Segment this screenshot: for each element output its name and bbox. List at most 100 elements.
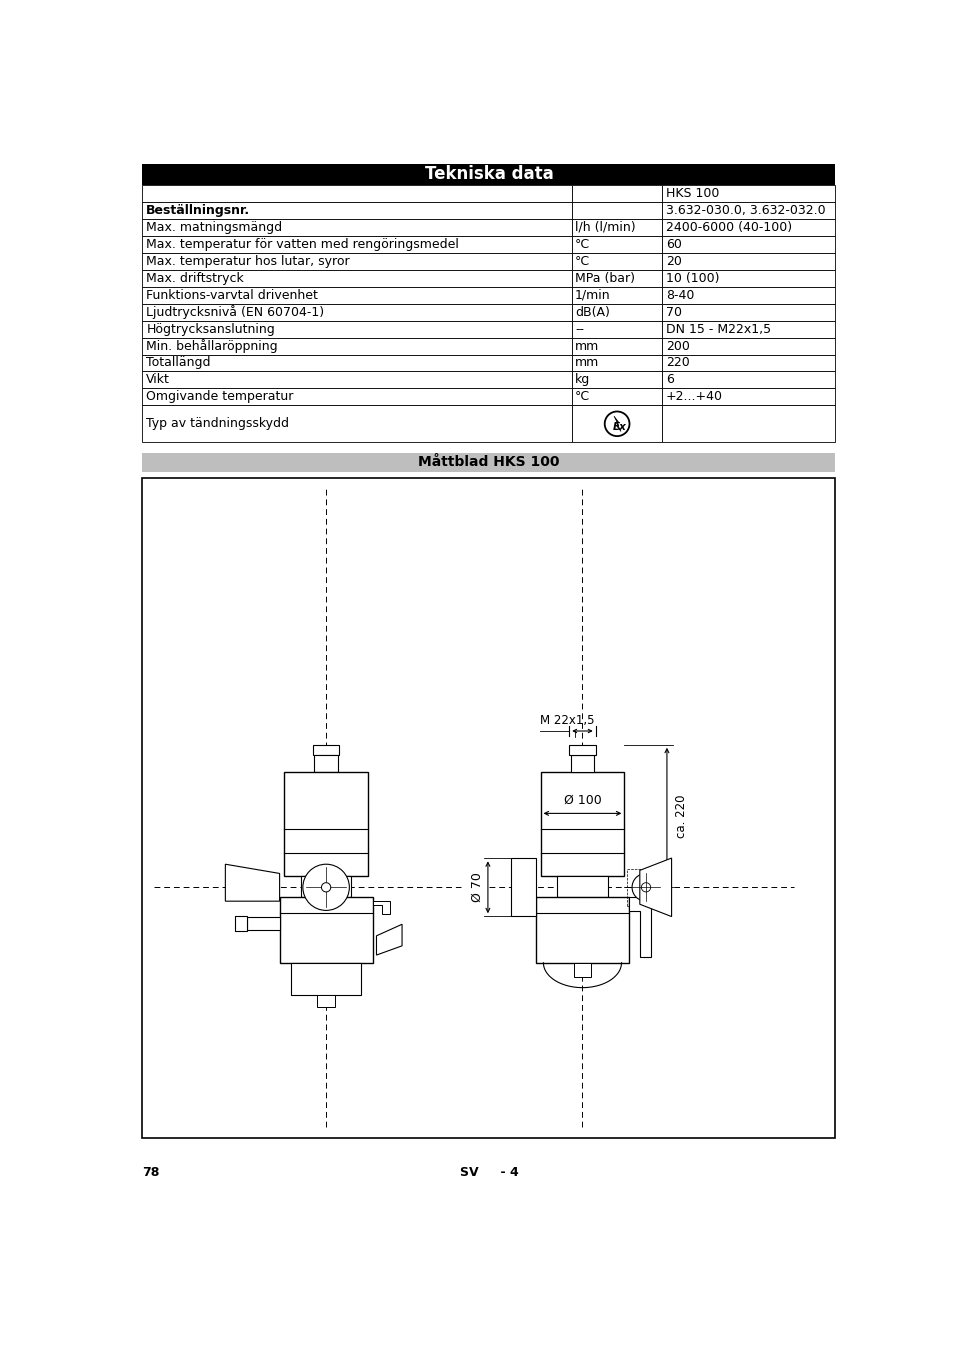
Text: °C: °C (575, 390, 590, 404)
Bar (569, 745, 595, 755)
Bar (540, 772, 623, 876)
Text: --: -- (575, 323, 583, 336)
Bar (661, 202, 835, 219)
Bar (279, 898, 373, 963)
Bar (247, 917, 279, 930)
Bar (572, 405, 661, 443)
Text: kg: kg (575, 374, 590, 386)
Bar (572, 219, 661, 236)
Text: Max. driftstryck: Max. driftstryck (146, 271, 244, 285)
Text: 60: 60 (665, 238, 681, 251)
Bar (142, 304, 572, 320)
Bar (142, 371, 572, 389)
Bar (572, 320, 661, 338)
Bar (572, 202, 661, 219)
Bar (511, 859, 536, 917)
Bar (572, 304, 661, 320)
Bar (536, 898, 628, 963)
Text: °C: °C (575, 255, 590, 267)
Bar (234, 915, 247, 931)
Bar (314, 755, 337, 772)
Text: Beställningsnr.: Beställningsnr. (146, 204, 251, 217)
Circle shape (640, 883, 650, 892)
Bar (572, 389, 661, 405)
Text: 70: 70 (665, 305, 681, 319)
Text: 6: 6 (665, 374, 673, 386)
Polygon shape (376, 925, 401, 954)
Text: l/h (l/min): l/h (l/min) (575, 221, 635, 234)
Text: Min. behållaröppning: Min. behållaröppning (146, 339, 277, 352)
Polygon shape (628, 898, 650, 957)
Bar (661, 270, 835, 286)
Bar (661, 252, 835, 270)
Text: HKS 100: HKS 100 (665, 188, 719, 200)
Text: Max. temperatur hos lutar, syror: Max. temperatur hos lutar, syror (146, 255, 350, 267)
Text: 10 (100): 10 (100) (665, 271, 719, 285)
Text: +2...+40: +2...+40 (665, 390, 722, 404)
Bar (661, 304, 835, 320)
Text: 200: 200 (665, 340, 689, 352)
Bar (291, 963, 361, 995)
Bar (572, 252, 661, 270)
Bar (661, 371, 835, 389)
Bar (627, 869, 664, 906)
Text: Ø 70: Ø 70 (470, 872, 483, 902)
Bar (142, 270, 572, 286)
Polygon shape (614, 416, 620, 432)
Bar (142, 478, 835, 1138)
Text: 20: 20 (665, 255, 681, 267)
Text: Max. temperatur för vatten med rengöringsmedel: Max. temperatur för vatten med rengöring… (146, 238, 458, 251)
Bar (572, 286, 661, 304)
Bar (142, 185, 572, 202)
Text: 8-40: 8-40 (665, 289, 694, 301)
Bar (142, 405, 572, 443)
Bar (661, 338, 835, 355)
Circle shape (632, 873, 659, 902)
Bar (142, 389, 572, 405)
Text: 2400-6000 (40-100): 2400-6000 (40-100) (665, 221, 791, 234)
Bar (572, 355, 661, 371)
Bar (572, 338, 661, 355)
Text: SV     - 4: SV - 4 (459, 1166, 517, 1179)
Text: Ex: Ex (612, 423, 626, 432)
Text: Omgivande temperatur: Omgivande temperatur (146, 390, 294, 404)
Bar (284, 772, 368, 876)
Bar (142, 355, 572, 371)
Bar (661, 389, 835, 405)
Polygon shape (373, 902, 389, 914)
Text: MPa (bar): MPa (bar) (575, 271, 635, 285)
Text: Totallängd: Totallängd (146, 356, 211, 370)
Bar (661, 405, 835, 443)
Bar (316, 995, 335, 1007)
Text: Måttblad HKS 100: Måttblad HKS 100 (417, 455, 559, 470)
Bar (661, 286, 835, 304)
Text: 1/min: 1/min (575, 289, 610, 301)
Text: mm: mm (575, 356, 598, 370)
Bar (142, 320, 572, 338)
Bar (572, 371, 661, 389)
Text: Ljudtrycksnivå (EN 60704-1): Ljudtrycksnivå (EN 60704-1) (146, 305, 324, 319)
Text: 78: 78 (142, 1166, 160, 1179)
Text: Högtrycksanslutning: Högtrycksanslutning (146, 323, 274, 336)
Text: 220: 220 (665, 356, 689, 370)
Bar (572, 236, 661, 252)
Text: °C: °C (575, 238, 590, 251)
Bar (313, 745, 339, 755)
Bar (661, 185, 835, 202)
Circle shape (302, 864, 349, 910)
Bar (572, 270, 661, 286)
Text: ca. 220: ca. 220 (674, 794, 687, 838)
Polygon shape (225, 864, 279, 902)
Bar (570, 755, 594, 772)
Text: M 22x1,5: M 22x1,5 (539, 714, 594, 728)
Bar (142, 454, 835, 471)
Bar (661, 219, 835, 236)
Circle shape (321, 883, 331, 892)
Circle shape (604, 412, 629, 436)
Text: 3.632-030.0, 3.632-032.0: 3.632-030.0, 3.632-032.0 (665, 204, 824, 217)
Bar (142, 236, 572, 252)
Bar (142, 252, 572, 270)
Bar (142, 286, 572, 304)
Bar (557, 876, 607, 898)
Text: Vikt: Vikt (146, 374, 170, 386)
